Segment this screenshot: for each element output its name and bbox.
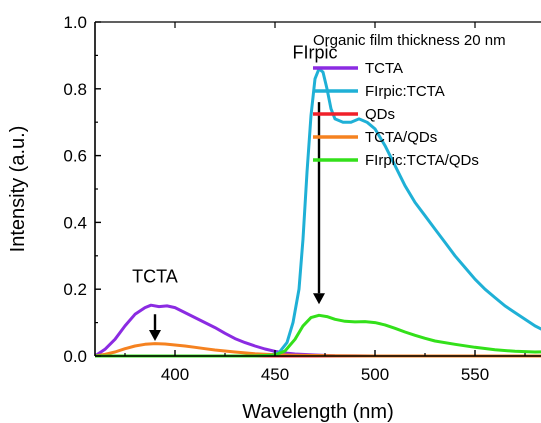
ticks-layer: 4004505005506006500.00.20.40.60.81.0: [63, 13, 526, 384]
legend-label-1: FIrpic:TCTA: [365, 83, 445, 100]
y-tick-label-4: 0.8: [63, 80, 87, 99]
annotation-label-1: FIrpic: [293, 43, 338, 63]
x-tick-label-0: 400: [161, 365, 189, 384]
x-axis-label: Wavelength (nm): [242, 401, 394, 423]
series-layer: [94, 67, 541, 358]
legend: Organic film thickness 20 nm TCTA FIrpic:…: [313, 32, 506, 169]
x-tick-label-1: 450: [261, 365, 289, 384]
legend-label-3: TCTA/QDs: [365, 129, 437, 146]
annotation-layer: TCTAFIrpicQDs: [132, 43, 338, 341]
legend-label-0: TCTA: [365, 60, 403, 77]
x-tick-label-3: 550: [461, 365, 489, 384]
series-line-0: [94, 303, 376, 358]
annotation-label-0: TCTA: [132, 267, 178, 287]
series-line-4: [95, 313, 541, 358]
series-line-1: [95, 67, 541, 358]
series-line-3: [94, 342, 541, 358]
legend-title: Organic film thickness 20 nm: [313, 32, 506, 49]
y-tick-label-3: 0.6: [63, 147, 87, 166]
y-tick-label-5: 1.0: [63, 13, 87, 32]
legend-label-2: QDs: [365, 106, 395, 123]
y-axis-label: Intensity (a.u.): [7, 126, 29, 253]
arrow-head-1: [313, 293, 325, 305]
legend-label-4: FIrpic:TCTA/QDs: [365, 152, 479, 169]
y-tick-label-1: 0.2: [63, 280, 87, 299]
y-tick-label-0: 0.0: [63, 347, 87, 366]
y-tick-label-2: 0.4: [63, 213, 87, 232]
arrow-head-0: [149, 329, 161, 341]
x-tick-label-2: 500: [361, 365, 389, 384]
